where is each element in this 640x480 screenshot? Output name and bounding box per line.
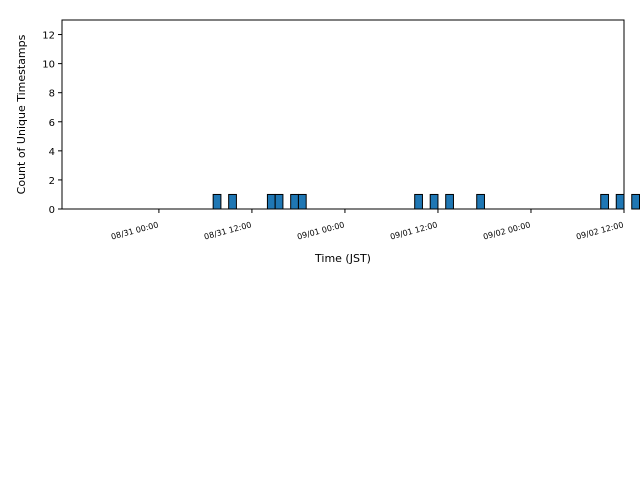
bar-2 xyxy=(266,193,276,210)
x-tick-label: 08/31 00:00 xyxy=(110,220,159,241)
x-axis-ticks: 08/31 00:00 08/31 12:00 09/01 00:00 09/01 1… xyxy=(110,209,625,242)
x-tick-label: 09/01 12:00 xyxy=(389,220,438,241)
bar-3 xyxy=(274,193,284,210)
y-axis-label: Count of Unique Timestamps xyxy=(15,34,28,194)
bar-5 xyxy=(297,193,307,210)
bar-10 xyxy=(600,193,609,210)
bars xyxy=(212,193,640,210)
y-tick-label: 12 xyxy=(42,31,55,42)
y-tick-label: 6 xyxy=(49,118,55,129)
y-tick-label: 2 xyxy=(49,176,55,187)
plot-frame xyxy=(61,19,625,210)
x-tick-label: 09/02 00:00 xyxy=(482,220,531,241)
bar-4 xyxy=(290,193,299,210)
bar-9 xyxy=(476,193,485,210)
bar-11 xyxy=(615,193,625,210)
y-tick-label: 10 xyxy=(42,60,55,71)
y-tick-label: 0 xyxy=(49,205,55,216)
y-tick-label: 4 xyxy=(49,147,55,158)
bar-7 xyxy=(429,193,439,210)
x-axis-label: Time (JST) xyxy=(314,252,371,265)
x-tick-label: 09/01 00:00 xyxy=(296,220,345,241)
bar-6 xyxy=(414,193,423,210)
bar-12 xyxy=(631,193,640,210)
y-tick-label: 8 xyxy=(49,89,55,100)
y-axis-ticks: 0 2 4 6 8 10 12 xyxy=(42,31,62,216)
x-tick-label: 09/02 12:00 xyxy=(575,220,624,241)
bar-0 xyxy=(212,193,222,210)
bar-1 xyxy=(228,193,237,210)
x-tick-label: 08/31 12:00 xyxy=(203,220,252,241)
bar-8 xyxy=(445,193,454,210)
